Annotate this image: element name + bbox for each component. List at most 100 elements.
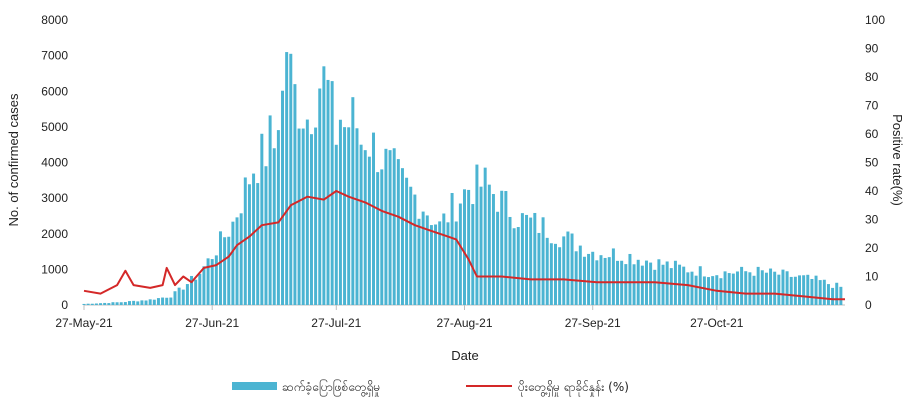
bar xyxy=(673,260,677,305)
bar xyxy=(297,128,301,305)
bar xyxy=(483,167,487,305)
bar xyxy=(198,273,202,305)
bar xyxy=(686,272,690,305)
bar xyxy=(264,166,268,305)
x-tick-label: 27-Aug-21 xyxy=(436,316,492,330)
bar xyxy=(388,150,392,305)
bar xyxy=(314,127,318,305)
bar xyxy=(632,264,636,305)
bar xyxy=(748,272,752,305)
bar xyxy=(471,204,475,305)
bar xyxy=(773,271,777,305)
bar xyxy=(305,119,309,305)
bar xyxy=(239,213,243,305)
bar xyxy=(185,284,189,305)
bar xyxy=(247,184,251,305)
bar xyxy=(396,159,400,305)
bar xyxy=(839,286,843,305)
bar xyxy=(363,150,367,305)
right-tick-label: 50 xyxy=(865,156,879,170)
bar xyxy=(438,221,442,305)
bar xyxy=(702,276,706,305)
bar xyxy=(281,90,285,305)
left-tick-label: 7000 xyxy=(41,49,68,63)
left-axis-ticks: 0 1000 2000 3000 4000 5000 6000 7000 8000 xyxy=(41,13,68,312)
bar xyxy=(326,79,330,305)
bar xyxy=(806,274,810,305)
bar xyxy=(338,119,342,305)
bar xyxy=(537,232,541,305)
bar xyxy=(467,189,471,305)
bar xyxy=(367,156,371,305)
bar xyxy=(144,300,148,305)
bar xyxy=(293,84,297,306)
bar xyxy=(822,279,826,305)
right-tick-label: 80 xyxy=(865,70,879,84)
bar xyxy=(826,284,830,305)
bar xyxy=(177,287,181,305)
bar xyxy=(123,302,127,305)
x-tick-label: 27-Oct-21 xyxy=(690,316,744,330)
bar xyxy=(376,172,380,305)
bar xyxy=(256,183,260,305)
bar xyxy=(545,237,549,305)
bar xyxy=(103,302,107,305)
bar xyxy=(405,177,409,305)
bar xyxy=(190,275,194,305)
bar xyxy=(173,291,177,305)
bar xyxy=(463,189,466,305)
bar xyxy=(285,52,289,306)
positive-rate-line xyxy=(83,190,845,301)
bar xyxy=(111,302,115,305)
right-tick-label: 30 xyxy=(865,213,879,227)
bar xyxy=(554,243,557,305)
bar xyxy=(355,128,359,305)
bar xyxy=(574,251,578,305)
bar xyxy=(94,303,98,305)
bar xyxy=(223,237,227,305)
bar xyxy=(372,132,375,305)
bar xyxy=(132,300,136,305)
bar xyxy=(409,186,413,305)
bar xyxy=(802,275,806,305)
bar xyxy=(252,173,256,305)
left-tick-label: 5000 xyxy=(41,120,68,134)
right-tick-label: 20 xyxy=(865,241,879,255)
bar xyxy=(690,271,694,305)
bar xyxy=(351,97,355,306)
right-tick-label: 40 xyxy=(865,184,879,198)
bar xyxy=(359,144,363,305)
bar xyxy=(707,277,711,305)
bar xyxy=(769,268,773,305)
bar xyxy=(793,276,797,305)
bar xyxy=(322,66,326,305)
bar xyxy=(810,278,814,305)
bar xyxy=(442,213,446,305)
bar xyxy=(243,177,247,305)
bar xyxy=(744,271,748,305)
bar-series xyxy=(82,52,843,306)
legend: ဆက်ခံ့ပြောဖြစ်တွေ့ရှိမှု ပိုးတွေ့ရှိမှု … xyxy=(232,378,629,397)
bar xyxy=(156,298,160,305)
bar xyxy=(640,265,644,305)
right-tick-label: 0 xyxy=(865,298,872,312)
bar xyxy=(214,255,218,305)
x-tick-label: 27-Sep-21 xyxy=(565,316,621,330)
right-tick-label: 100 xyxy=(865,13,885,27)
bar xyxy=(599,255,603,305)
bar xyxy=(628,253,632,305)
bar xyxy=(587,253,591,305)
bar xyxy=(529,217,533,305)
bar xyxy=(549,243,553,305)
bar xyxy=(289,53,293,305)
line-series xyxy=(83,190,845,301)
bar xyxy=(570,233,574,305)
bar xyxy=(591,251,595,305)
bar xyxy=(789,276,793,305)
bar xyxy=(400,168,404,305)
bar xyxy=(148,299,152,305)
bar xyxy=(450,193,454,305)
right-tick-label: 10 xyxy=(865,270,879,284)
